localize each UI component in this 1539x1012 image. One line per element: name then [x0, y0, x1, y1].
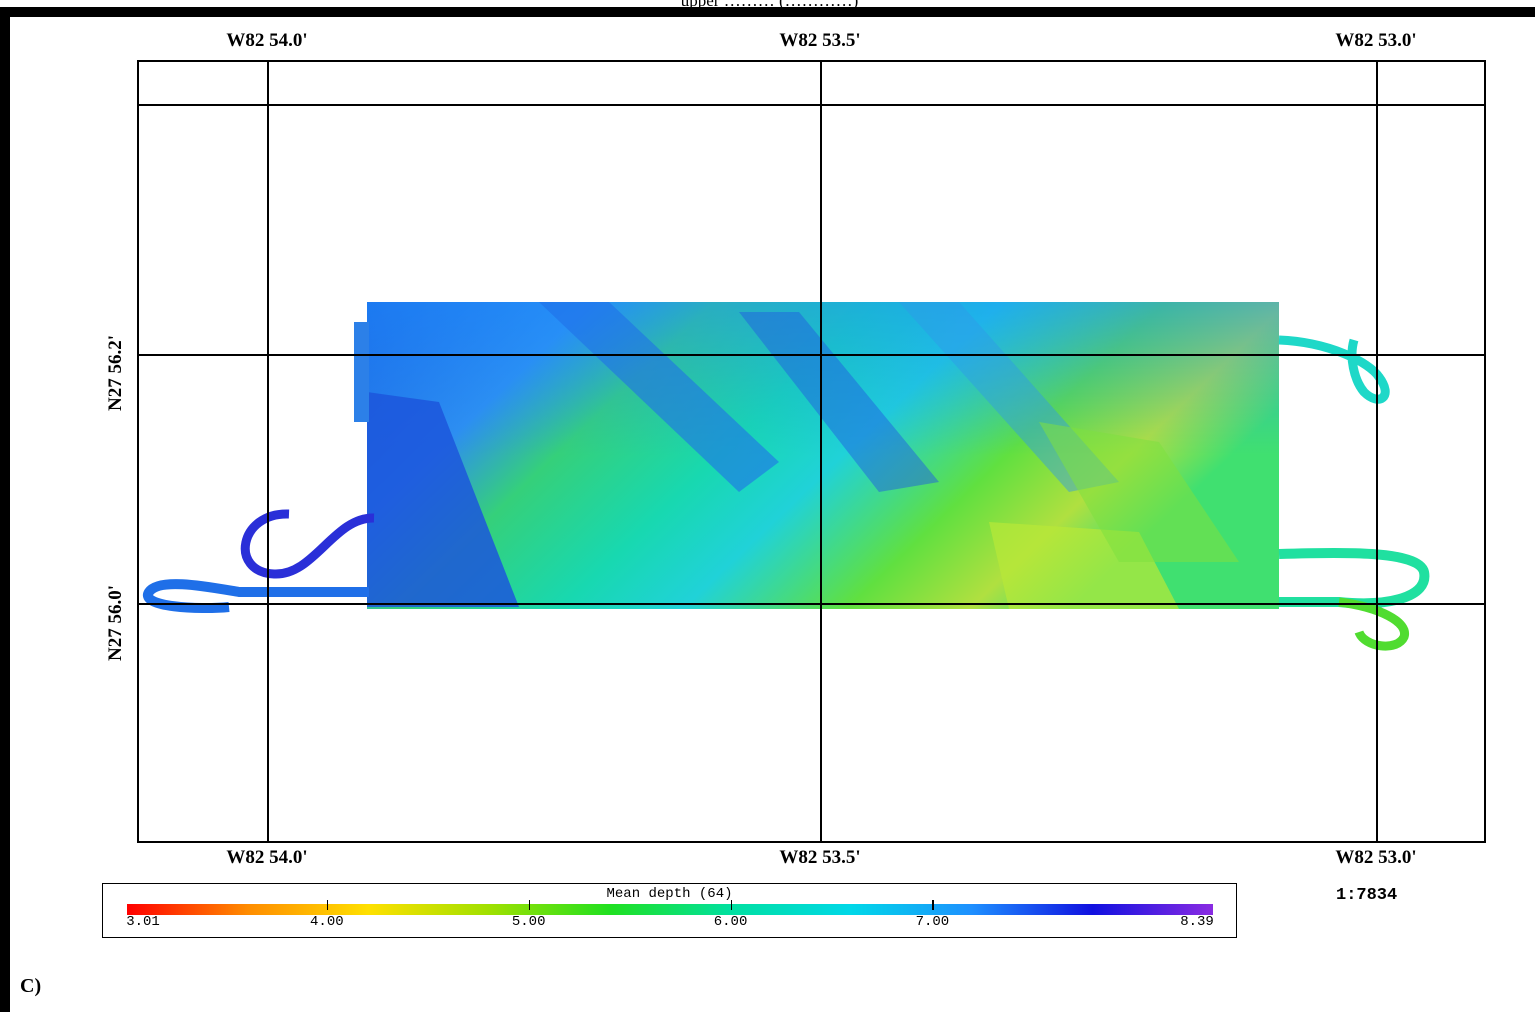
- colorbar-min-label: 3.01: [126, 914, 160, 930]
- survey-swath: [354, 302, 1279, 609]
- lon-label-top-3: W82 53.0': [1335, 30, 1417, 51]
- colorbar-max-label: 8.39: [1180, 914, 1214, 930]
- colorbar-tick: [730, 900, 733, 910]
- colorbar-tick-label: 5.00: [511, 914, 546, 930]
- colorbar-tick: [528, 900, 531, 910]
- left-track-loops: [142, 509, 375, 614]
- map-scale: 1:7834: [1336, 886, 1398, 905]
- graticule: [139, 62, 1484, 841]
- lon-label-bottom-3: W82 53.0': [1335, 847, 1417, 868]
- lon-label-bottom-1: W82 54.0': [226, 847, 308, 868]
- colorbar-gradient: [127, 904, 1213, 915]
- colorbar-tick-label: 7.00: [915, 914, 950, 930]
- colorbar-tick-label: 6.00: [713, 914, 748, 930]
- lat-label-1: N27 56.2': [105, 335, 126, 411]
- lat-label-2: N27 56.0': [105, 585, 126, 661]
- colorbar-title: Mean depth (64): [606, 886, 733, 902]
- colorbar-tick: [932, 900, 934, 910]
- right-track-loops: [1278, 335, 1430, 651]
- panel-letter: C): [20, 975, 42, 997]
- figure-frame: [0, 7, 1535, 1012]
- depth-colorbar: Mean depth (64) 3.01 4.00 5.00 6.00 7.00…: [102, 883, 1237, 938]
- colorbar-tick-label: 4.00: [310, 914, 344, 930]
- lon-label-bottom-2: W82 53.5': [779, 847, 861, 868]
- lon-label-top-2: W82 53.5': [779, 30, 861, 51]
- colorbar-tick: [326, 900, 329, 910]
- map-canvas: [139, 62, 1484, 841]
- bathymetry-map[interactable]: [137, 60, 1486, 843]
- lon-label-top-1: W82 54.0': [226, 30, 308, 51]
- top-caption: upper ……… (…………): [680, 0, 859, 10]
